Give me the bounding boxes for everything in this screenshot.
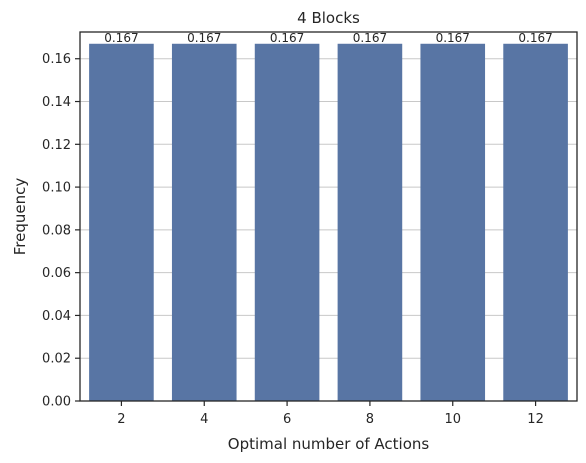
plot-frame bbox=[79, 31, 578, 402]
x-tick-label: 8 bbox=[366, 412, 374, 427]
grid-lines bbox=[80, 58, 577, 402]
y-axis: 0.00 0.02 0.04 0.06 0.08 0.10 0.12 0.14 0.16 bbox=[42, 52, 80, 410]
bar bbox=[171, 43, 237, 401]
chart-title: 4 Blocks bbox=[297, 9, 360, 27]
bar bbox=[89, 43, 154, 401]
x-tick-label: 4 bbox=[200, 412, 208, 427]
x-tick-label: 12 bbox=[527, 412, 544, 427]
y-tick-label: 0.00 bbox=[42, 395, 71, 410]
bar-value-label: 0.167 bbox=[353, 31, 387, 45]
bar-value-label: 0.167 bbox=[518, 31, 552, 45]
y-tick-label: 0.04 bbox=[42, 309, 71, 324]
y-tick-label: 0.14 bbox=[42, 95, 71, 110]
y-tick-label: 0.02 bbox=[42, 352, 71, 367]
y-tick-label: 0.06 bbox=[42, 266, 71, 281]
bars bbox=[89, 43, 568, 401]
bar-value-label: 0.167 bbox=[436, 31, 470, 45]
data-labels: 0.167 0.167 0.167 0.167 0.167 0.167 bbox=[104, 31, 553, 45]
y-tick-label: 0.10 bbox=[42, 181, 71, 196]
bar bbox=[254, 43, 320, 401]
x-tick-label: 6 bbox=[283, 412, 291, 427]
bar-value-label: 0.167 bbox=[187, 31, 221, 45]
bar bbox=[420, 43, 486, 401]
bar bbox=[503, 43, 568, 401]
y-tick-label: 0.08 bbox=[42, 223, 71, 238]
y-tick-label: 0.16 bbox=[42, 52, 71, 67]
bar-value-label: 0.167 bbox=[270, 31, 304, 45]
x-axis-label: Optimal number of Actions bbox=[228, 435, 430, 453]
bar-value-label: 0.167 bbox=[104, 31, 138, 45]
y-tick-label: 0.12 bbox=[42, 138, 71, 153]
x-axis: 2 4 6 8 10 12 bbox=[117, 401, 544, 427]
bar bbox=[337, 43, 403, 401]
x-tick-label: 2 bbox=[117, 412, 125, 427]
x-tick-label: 10 bbox=[444, 412, 461, 427]
y-axis-label: Frequency bbox=[11, 178, 29, 256]
